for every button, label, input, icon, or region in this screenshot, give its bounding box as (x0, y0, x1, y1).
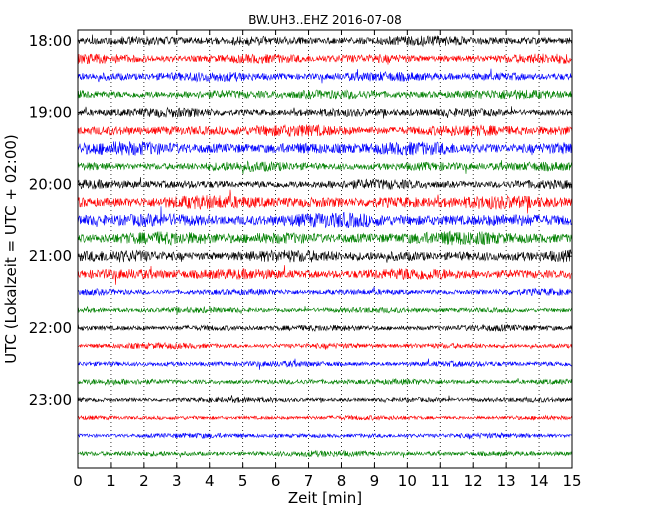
trace-2045 (77, 230, 573, 246)
x-tick-label: 10 (398, 472, 417, 490)
trace-1930 (77, 141, 573, 156)
x-axis-label: Zeit [min] (288, 489, 362, 507)
trace-2100 (77, 249, 573, 263)
x-tick-label: 12 (464, 472, 483, 490)
x-tick-label: 13 (497, 472, 516, 490)
trace-2130 (77, 286, 573, 297)
trace-1830 (77, 68, 573, 84)
y-tick-label: 19:00 (29, 104, 72, 122)
trace-2300 (77, 395, 573, 404)
y-axis: 18:00 19:00 20:00 21:00 22:00 23:00 (29, 32, 572, 409)
traces (77, 34, 573, 459)
y-tick-label: 20:00 (29, 175, 72, 193)
x-tick-label: 1 (106, 472, 116, 490)
trace-2245 (77, 378, 573, 386)
trace-2030 (77, 206, 573, 229)
trace-2330 (77, 431, 573, 440)
chart-title: BW.UH3..EHZ 2016-07-08 (248, 13, 402, 27)
x-tick-label: 5 (238, 472, 248, 490)
trace-2230 (77, 358, 573, 370)
trace-2200 (77, 323, 573, 333)
trace-2345 (77, 449, 573, 459)
x-tick-label: 3 (172, 472, 182, 490)
x-axis: 0 1 2 3 4 5 6 7 8 9 10 11 12 13 14 15 (73, 30, 582, 490)
y-tick-label: 23:00 (29, 391, 72, 409)
x-tick-label: 6 (271, 472, 281, 490)
x-tick-label: 11 (431, 472, 450, 490)
x-tick-label: 14 (530, 472, 549, 490)
trace-1815 (77, 53, 573, 65)
x-tick-label: 7 (304, 472, 314, 490)
trace-1900 (77, 106, 573, 119)
trace-2015 (77, 189, 573, 214)
trace-2315 (77, 414, 573, 421)
x-tick-label: 0 (73, 472, 83, 490)
x-tick-label: 2 (139, 472, 149, 490)
trace-1945 (77, 160, 573, 175)
x-tick-label: 15 (562, 472, 581, 490)
trace-2000 (77, 177, 573, 191)
plot-frame (77, 29, 573, 469)
x-tick-label: 8 (337, 472, 347, 490)
trace-1800 (77, 34, 573, 48)
trace-2145 (77, 305, 573, 315)
x-tick-label: 9 (370, 472, 380, 490)
y-axis-label: UTC (Lokalzeit = UTC + 02:00) (2, 134, 20, 364)
y-tick-label: 21:00 (29, 247, 72, 265)
trace-2215 (78, 341, 573, 350)
trace-1845 (77, 89, 573, 101)
trace-1915 (77, 123, 573, 137)
x-tick-label: 4 (205, 472, 215, 490)
y-tick-label: 22:00 (29, 319, 72, 337)
y-tick-label: 18:00 (29, 32, 72, 50)
trace-2115 (77, 265, 573, 285)
